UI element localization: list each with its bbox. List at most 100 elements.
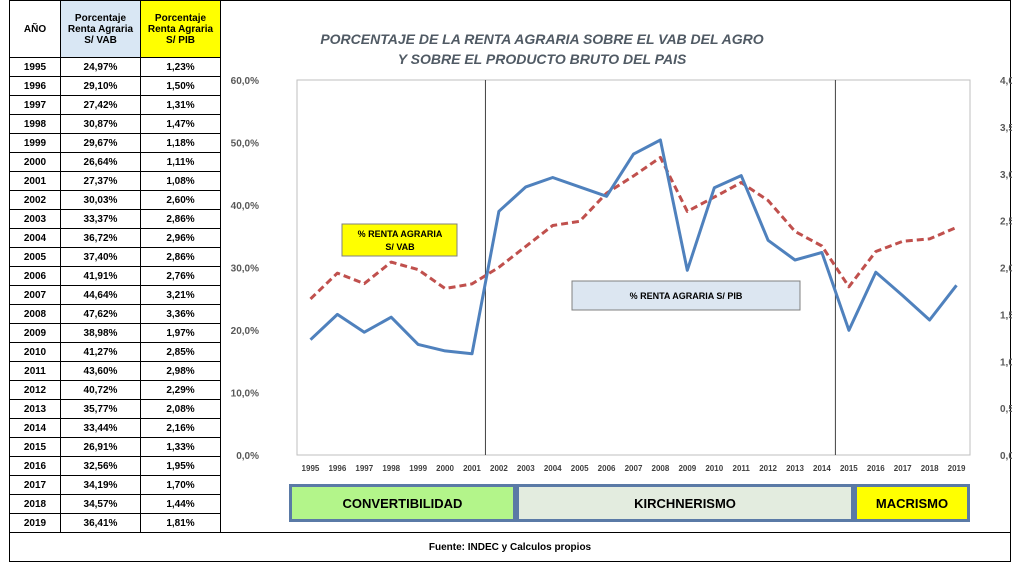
vab-cell: 35,77% xyxy=(60,399,141,419)
x-axis-tick-label: 2007 xyxy=(625,464,643,473)
pib-cell: 2,98% xyxy=(140,361,221,381)
vab-cell: 44,64% xyxy=(60,285,141,305)
table-row: 1995 24,97% 1,23% xyxy=(9,57,221,77)
left-axis-tick-label: 60,0% xyxy=(231,76,259,87)
table-row: 2012 40,72% 2,29% xyxy=(9,380,221,400)
vab-cell: 47,62% xyxy=(60,304,141,324)
right-axis-tick-label: 2,5% xyxy=(1000,217,1012,228)
pib-cell: 2,86% xyxy=(140,247,221,267)
vab-cell: 34,19% xyxy=(60,475,141,495)
table-row: 1996 29,10% 1,50% xyxy=(9,76,221,96)
year-cell: 2011 xyxy=(9,361,61,381)
pib-cell: 1,70% xyxy=(140,475,221,495)
year-cell: 1995 xyxy=(9,57,61,77)
line-chart: PORCENTAJE DE LA RENTA AGRARIA SOBRE EL … xyxy=(231,31,1012,473)
left-axis-tick-label: 40,0% xyxy=(231,201,259,212)
x-axis-tick-label: 2003 xyxy=(517,464,535,473)
table-row: 2004 36,72% 2,96% xyxy=(9,228,221,248)
year-cell: 2013 xyxy=(9,399,61,419)
annotation-pib-box xyxy=(571,280,801,311)
pib-cell: 2,29% xyxy=(140,380,221,400)
source-text: Fuente: INDEC y Calculos propios xyxy=(428,541,592,553)
header-pib: Porcentaje Renta Agraria S/ PIB xyxy=(140,0,221,58)
vab-cell: 26,64% xyxy=(60,152,141,172)
pib-cell: 2,16% xyxy=(140,418,221,438)
pib-cell: 1,97% xyxy=(140,323,221,343)
year-cell: 2005 xyxy=(9,247,61,267)
year-cell: 2004 xyxy=(9,228,61,248)
x-axis-tick-label: 2018 xyxy=(921,464,939,473)
right-axis-tick-label: 0,5% xyxy=(1000,404,1012,415)
pib-cell: 1,23% xyxy=(140,57,221,77)
year-cell: 1997 xyxy=(9,95,61,115)
vab-cell: 40,72% xyxy=(60,380,141,400)
period-kirchnerismo: KIRCHNERISMO xyxy=(516,484,854,522)
x-axis-tick-label: 2017 xyxy=(894,464,912,473)
table-row: 2007 44,64% 3,21% xyxy=(9,285,221,305)
x-axis-tick-label: 2001 xyxy=(463,464,481,473)
left-axis-tick-label: 50,0% xyxy=(231,139,259,150)
vab-cell: 30,03% xyxy=(60,190,141,210)
x-axis-tick-label: 2008 xyxy=(652,464,670,473)
table-row: 2008 47,62% 3,36% xyxy=(9,304,221,324)
year-cell: 1998 xyxy=(9,114,61,134)
annotation-vab-line-2: S/ VAB xyxy=(385,242,415,252)
x-axis-tick-label: 2005 xyxy=(571,464,589,473)
x-axis-tick-label: 2010 xyxy=(705,464,723,473)
pib-cell: 1,18% xyxy=(140,133,221,153)
pib-cell: 2,86% xyxy=(140,209,221,229)
x-axis-tick-label: 2009 xyxy=(678,464,696,473)
year-cell: 1999 xyxy=(9,133,61,153)
vab-cell: 29,67% xyxy=(60,133,141,153)
year-cell: 2008 xyxy=(9,304,61,324)
table-row: 2000 26,64% 1,11% xyxy=(9,152,221,172)
left-axis-tick-label: 0,0% xyxy=(236,451,259,462)
year-cell: 2017 xyxy=(9,475,61,495)
x-axis-tick-label: 1998 xyxy=(382,464,400,473)
table-row: 2017 34,19% 1,70% xyxy=(9,475,221,495)
vab-cell: 33,37% xyxy=(60,209,141,229)
right-axis-tick-label: 3,0% xyxy=(1000,170,1012,181)
pib-cell: 1,44% xyxy=(140,494,221,514)
table-row: 2009 38,98% 1,97% xyxy=(9,323,221,343)
pib-cell: 1,08% xyxy=(140,171,221,191)
x-axis-tick-label: 2013 xyxy=(786,464,804,473)
pib-cell: 1,11% xyxy=(140,152,221,172)
period-kirchnerismo-label: KIRCHNERISMO xyxy=(634,495,736,511)
right-axis-tick-label: 3,5% xyxy=(1000,123,1012,134)
vab-cell: 36,41% xyxy=(60,513,141,533)
year-cell: 2002 xyxy=(9,190,61,210)
right-axis-tick-label: 1,0% xyxy=(1000,357,1012,368)
vab-cell: 29,10% xyxy=(60,76,141,96)
vab-cell: 41,27% xyxy=(60,342,141,362)
table-row: 2003 33,37% 2,86% xyxy=(9,209,221,229)
vab-cell: 27,42% xyxy=(60,95,141,115)
x-axis-tick-label: 1999 xyxy=(409,464,427,473)
data-table: AÑO Porcentaje Renta Agraria S/ VAB Porcen… xyxy=(9,0,221,533)
table-row: 2016 32,56% 1,95% xyxy=(9,456,221,476)
table-row: 2005 37,40% 2,86% xyxy=(9,247,221,267)
period-convertibilidad-label: CONVERTIBILIDAD xyxy=(342,495,463,511)
table-row: 1997 27,42% 1,31% xyxy=(9,95,221,115)
vab-cell: 38,98% xyxy=(60,323,141,343)
x-axis-tick-label: 2012 xyxy=(759,464,777,473)
right-axis-tick-label: 1,5% xyxy=(1000,310,1012,321)
x-axis-tick-label: 2019 xyxy=(948,464,966,473)
pib-cell: 2,60% xyxy=(140,190,221,210)
source-note: Fuente: INDEC y Calculos propios xyxy=(9,532,1011,562)
x-axis-tick-label: 2000 xyxy=(436,464,454,473)
annotation-vab-line-1: % RENTA AGRARIA xyxy=(358,229,443,239)
right-axis-tick-label: 2,0% xyxy=(1000,264,1012,275)
series-pib-line xyxy=(309,138,958,356)
x-axis-tick-label: 2002 xyxy=(490,464,508,473)
year-cell: 2016 xyxy=(9,456,61,476)
period-convertibilidad: CONVERTIBILIDAD xyxy=(289,484,516,522)
chart-title-line-2: Y SOBRE EL PRODUCTO BRUTO DEL PAIS xyxy=(398,51,687,67)
period-macrismo-label: MACRISMO xyxy=(875,495,949,511)
year-cell: 2007 xyxy=(9,285,61,305)
left-axis-tick-label: 30,0% xyxy=(231,264,259,275)
pib-cell: 1,33% xyxy=(140,437,221,457)
pib-cell: 1,47% xyxy=(140,114,221,134)
table-row: 2010 41,27% 2,85% xyxy=(9,342,221,362)
pib-cell: 2,08% xyxy=(140,399,221,419)
